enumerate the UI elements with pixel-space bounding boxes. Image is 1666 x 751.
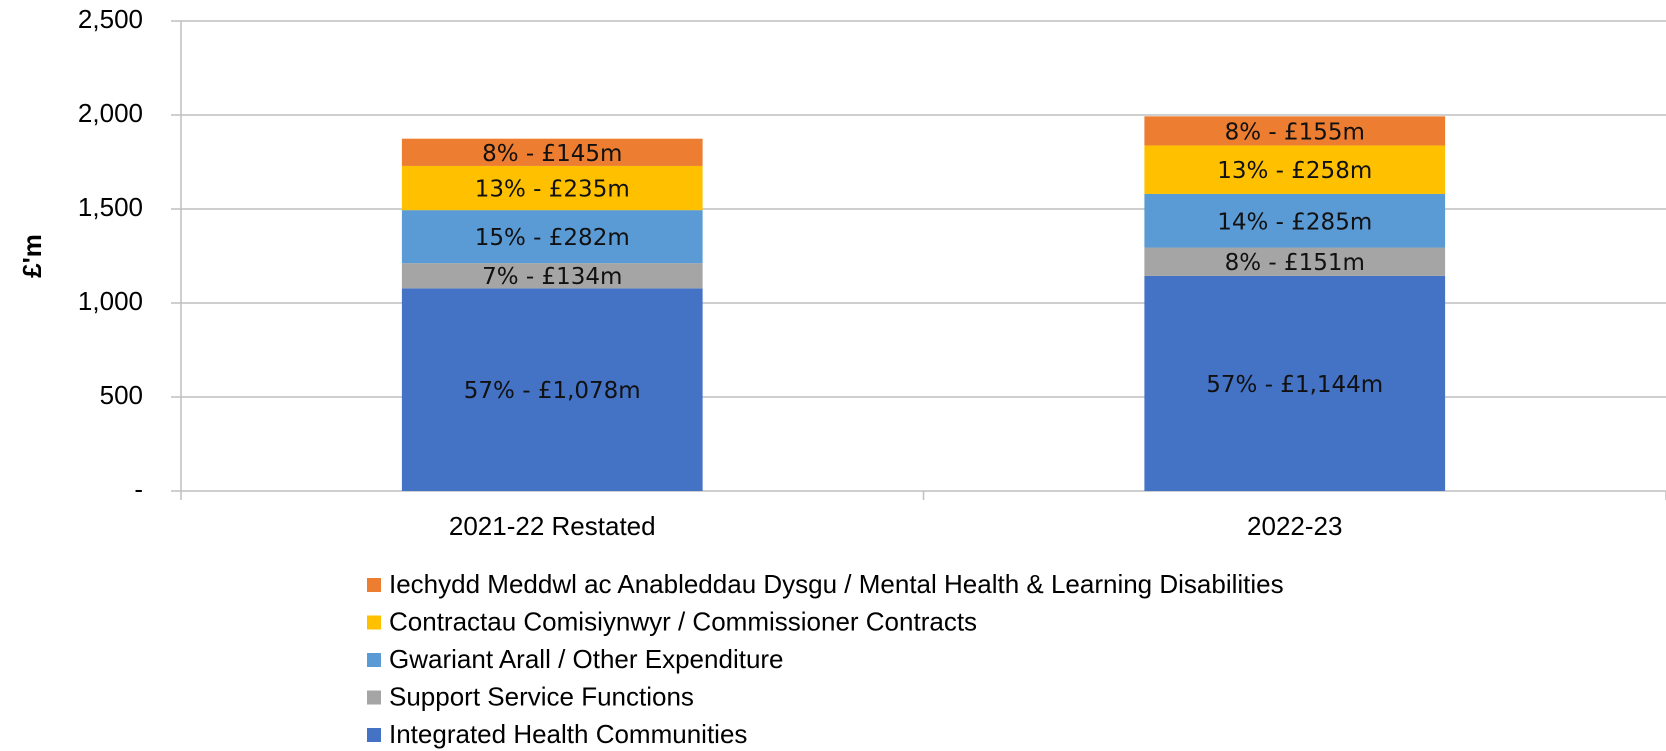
data-label: 57% - £1,144m [1206,372,1383,398]
data-label: 8% - £145m [482,141,622,167]
data-label: 13% - £235m [475,177,630,203]
data-label: 8% - £151m [1225,250,1365,276]
y-axis-label: £'m [17,234,47,278]
x-tick-label: 2021-22 Restated [449,511,656,541]
x-tick-label: 2022-23 [1247,511,1342,541]
legend-swatch [367,578,381,592]
legend-label: Integrated Health Communities [389,719,747,749]
bar-segment [1144,116,1446,146]
bar-segment [1144,275,1446,491]
bar-segment [1144,193,1446,248]
y-tick-label: 1,000 [78,286,143,316]
data-label: 14% - £285m [1217,209,1372,235]
data-label: 15% - £282m [475,225,630,251]
y-tick-label: 2,000 [78,98,143,128]
legend-label: Contractau Comisiynwyr / Commissioner Co… [389,606,977,636]
bar-segment [401,263,703,289]
bar-segment [401,210,703,264]
y-tick-label: 2,500 [78,4,143,34]
legend-swatch [367,615,381,630]
y-tick-label: - [134,474,143,504]
data-label: 7% - £134m [482,264,622,290]
bar-segment [401,138,703,166]
y-tick-label: 1,500 [78,192,143,222]
data-label: 57% - £1,078m [464,378,641,404]
bar-segment [401,165,703,211]
legend-swatch [367,690,381,705]
bar-segment [1144,247,1446,276]
bar-segment [401,288,703,491]
legend-label: Iechydd Meddwl ac Anableddau Dysgu / Men… [389,569,1284,599]
legend-swatch [367,653,381,667]
bar-segment [1144,145,1446,194]
legend-swatch [367,728,381,742]
y-tick-label: 500 [100,380,143,410]
legend-label: Support Service Functions [389,681,694,711]
data-label: 13% - £258m [1217,158,1372,184]
data-label: 8% - £155m [1225,119,1365,145]
legend-label: Gwariant Arall / Other Expenditure [389,644,784,674]
